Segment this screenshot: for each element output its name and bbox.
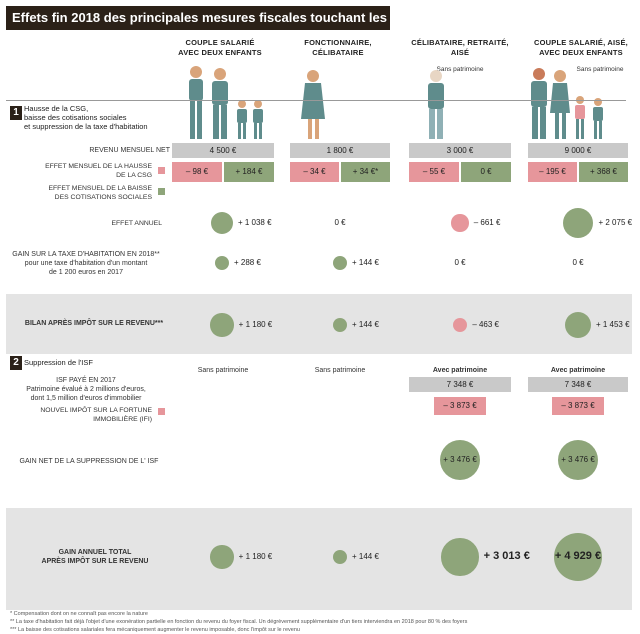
revenu-label: REVENU MENSUEL NET	[89, 147, 170, 154]
hausse-label: EFFET MENSUEL DE LA HAUSSE DE LA CSG	[12, 162, 152, 180]
cotisations-cell-2: + 34 €*	[341, 162, 390, 182]
bilan-band	[6, 294, 632, 354]
gain-isf-label: GAIN NET DE LA SUPPRESSION DE L' ISF	[19, 458, 159, 465]
section-1-title-line-3: et suppression de la taxe d'habitation	[24, 122, 148, 131]
effet-annuel-1-bubble	[211, 212, 233, 234]
column-2-line-2: CÉLIBATAIRE	[312, 48, 364, 57]
effet-annuel-4-value: + 2 075 €	[598, 218, 633, 227]
hausse-label-line-2: DE LA CSG	[116, 172, 152, 179]
taxe-label-line-1: GAIN SUR LA TAXE D'HABITATION EN 2018**	[12, 251, 160, 258]
revenu-cell-2: 1 800 €	[290, 143, 390, 158]
total-label-line-2: APRÈS IMPÔT SUR LE REVENU	[41, 558, 149, 565]
column-header-1: COUPLE SALARIÉ AVEC DEUX ENFANTS	[170, 38, 270, 58]
ifi-label-line-1: NOUVEL IMPÔT SUR LA FORTUNE	[40, 407, 152, 414]
section-2-number: 2	[10, 356, 22, 370]
isf-label-line-2: Patrimoine évalué à 2 millions d'euros,	[26, 386, 146, 393]
total-label: GAIN ANNUEL TOTAL APRÈS IMPÔT SUR LE REV…	[20, 548, 170, 566]
ifi-cell-3: – 3 873 €	[434, 397, 486, 415]
effet-annuel-2-value: 0 €	[334, 218, 346, 227]
column-header-2: FONCTIONNAIRE, CÉLIBATAIRE	[288, 38, 388, 58]
hausse-swatch	[158, 167, 165, 174]
section-1-title-line-2: baisse des cotisations sociales	[24, 113, 127, 122]
effet-annuel-1-value: + 1 038 €	[237, 218, 272, 227]
revenu-cell-1: 4 500 €	[172, 143, 274, 158]
csg-cell-4: – 195 €	[528, 162, 577, 182]
column-3-line-2: AISÉ	[450, 48, 470, 57]
taxe-label: GAIN SUR LA TAXE D'HABITATION EN 2018** …	[6, 250, 166, 277]
baisse-label-line-1: EFFET MENSUEL DE LA BAISSE	[48, 185, 153, 192]
section-2-title: Suppression de l'ISF	[24, 358, 93, 367]
gain-isf-4-bubble	[557, 439, 599, 481]
effet-annuel-4-bubble	[562, 207, 594, 239]
patrimoine-3: Avec patrimoine	[432, 367, 488, 374]
taxe-label-line-3: de 1 200 euros en 2017	[49, 269, 123, 276]
isf-label-line-3: dont 1,5 million d'euros d'immobilier	[30, 395, 142, 402]
gain-taxe-1-value: + 288 €	[234, 258, 261, 267]
retired-man-figure	[428, 70, 444, 139]
baisse-swatch	[158, 188, 165, 195]
baisse-label-line-2: DES COTISATIONS SOCIALES	[54, 194, 152, 201]
cotisations-cell-4: + 368 €	[579, 162, 628, 182]
footnote-2: ** La taxe d'habitation fait déjà l'obje…	[10, 619, 468, 625]
section-1-title-line-1: Hausse de la CSG,	[24, 104, 89, 113]
section-1-rule	[6, 100, 626, 101]
bilan-label: BILAN APRÈS IMPÔT SUR LE REVENU***	[24, 320, 164, 327]
isf-label-line-1: ISF PAYÉ EN 2017	[56, 377, 116, 384]
column-4-line-1: COUPLE SALARIÉ, AISÉ,	[534, 38, 628, 47]
isf-cell-3: 7 348 €	[409, 377, 511, 392]
column-4-note: Sans patrimoine	[576, 66, 624, 73]
csg-cell-3: – 55 €	[409, 162, 459, 182]
baisse-label: EFFET MENSUEL DE LA BAISSE DES COTISATIO…	[12, 184, 153, 202]
gain-taxe-2-bubble	[333, 256, 347, 270]
gain-taxe-2-value: + 144 €	[352, 258, 379, 267]
cotisations-cell-1: + 184 €	[224, 162, 274, 182]
gain-taxe-1-bubble	[215, 256, 229, 270]
column-header-3: CÉLIBATAIRE, RETRAITÉ, AISÉ	[400, 38, 520, 58]
effet-annuel-3-bubble	[451, 214, 469, 232]
csg-cell-1: – 98 €	[172, 162, 222, 182]
column-4-line-2: AVEC DEUX ENFANTS	[539, 48, 623, 57]
annuel-label: EFFET ANNUEL	[111, 220, 163, 227]
gain-isf-3-value: + 3 476 €	[443, 455, 477, 464]
total-label-line-1: GAIN ANNUEL TOTAL	[58, 549, 132, 556]
ifi-swatch	[158, 408, 165, 415]
people-illustrations	[189, 66, 603, 139]
gain-isf-3-bubble	[439, 439, 481, 481]
column-3-note: Sans patrimoine	[436, 66, 484, 73]
patrimoine-2: Sans patrimoine	[314, 367, 366, 374]
patrimoine-4: Avec patrimoine	[550, 367, 606, 374]
column-header-4: COUPLE SALARIÉ, AISÉ, AVEC DEUX ENFANTS	[522, 38, 640, 58]
chart-title: Effets fin 2018 des principales mesures …	[6, 6, 447, 30]
section-1-number: 1	[10, 106, 22, 120]
ifi-label-line-2: IMMOBILIÈRE (IFI)	[93, 416, 152, 423]
section-1-title: Hausse de la CSG, baisse des cotisations…	[24, 104, 148, 131]
ifi-label: NOUVEL IMPÔT SUR LA FORTUNE IMMOBILIÈRE …	[12, 406, 152, 424]
ifi-cell-4: – 3 873 €	[552, 397, 604, 415]
gain-taxe-4-value: 0 €	[572, 258, 584, 267]
gain-taxe-3-value: 0 €	[454, 258, 466, 267]
csg-cell-2: – 34 €	[290, 162, 339, 182]
total-band	[6, 508, 632, 610]
effet-annuel-3-value: – 661 €	[473, 218, 501, 227]
gain-isf-4-value: + 3 476 €	[561, 455, 595, 464]
column-2-line-1: FONCTIONNAIRE,	[304, 38, 372, 47]
column-1-line-1: COUPLE SALARIÉ	[185, 38, 255, 47]
family-1-figure	[189, 66, 263, 139]
cotisations-cell-3: 0 €	[461, 162, 511, 182]
footnote-1: * Compensation dont on ne connaît pas en…	[10, 611, 148, 617]
footnote-3: *** La baisse des cotisations salariales…	[10, 627, 300, 633]
family-2-figure	[531, 68, 603, 139]
isf-cell-4: 7 348 €	[528, 377, 628, 392]
patrimoine-1: Sans patrimoine	[197, 367, 249, 374]
revenu-cell-4: 9 000 €	[528, 143, 628, 158]
hausse-label-line-1: EFFET MENSUEL DE LA HAUSSE	[45, 163, 152, 170]
single-woman-figure	[301, 70, 325, 139]
column-1-line-2: AVEC DEUX ENFANTS	[178, 48, 262, 57]
column-3-line-1: CÉLIBATAIRE, RETRAITÉ,	[411, 38, 509, 47]
taxe-label-line-2: pour une taxe d'habitation d'un montant	[24, 260, 148, 267]
revenu-cell-3: 3 000 €	[409, 143, 511, 158]
isf-label: ISF PAYÉ EN 2017 Patrimoine évalué à 2 m…	[6, 376, 166, 403]
